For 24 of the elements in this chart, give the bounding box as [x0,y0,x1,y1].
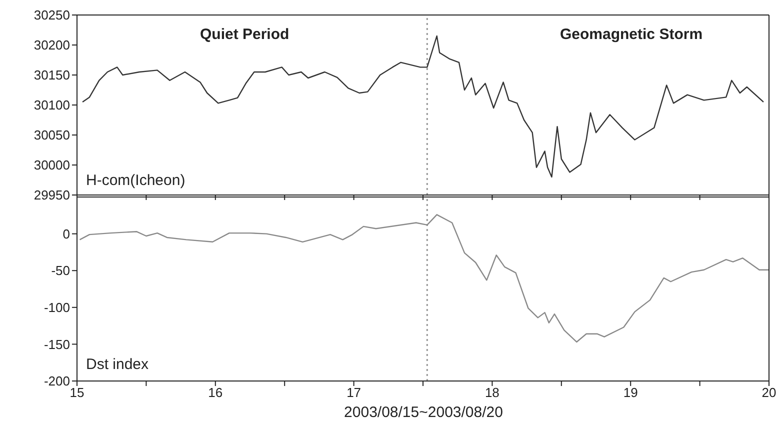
x-tick-label: 20 [762,385,776,400]
y-tick-label: 30250 [34,8,70,23]
y-tick-label: 30100 [34,98,70,113]
y-tick-label: -100 [44,300,70,316]
y-tick-label: 30200 [34,38,70,53]
x-tick-label: 18 [484,385,500,400]
x-tick-label: 15 [70,385,84,400]
annotation: Geomagnetic Storm [560,26,703,43]
annotation: Dst index [86,356,149,373]
y-tick-label: -200 [44,374,70,389]
x-tick-label: 16 [208,385,223,400]
y-tick-label: 30050 [34,128,70,143]
y-tick-label: -150 [44,336,70,352]
x-tick-label: 17 [346,385,362,400]
line-series [79,214,769,343]
y-tick-label: 0 [62,226,70,242]
x-axis-title: 2003/08/15~2003/08/20 [343,404,504,421]
annotation: Quiet Period [200,26,290,43]
annotation: H-com(Icheon) [86,172,186,189]
y-tick-label: -50 [51,263,70,278]
y-tick-label: 30000 [34,158,70,173]
y-tick-label: 30150 [34,68,70,83]
x-tick-label: 19 [623,385,638,400]
y-tick-label: 29950 [34,188,70,203]
